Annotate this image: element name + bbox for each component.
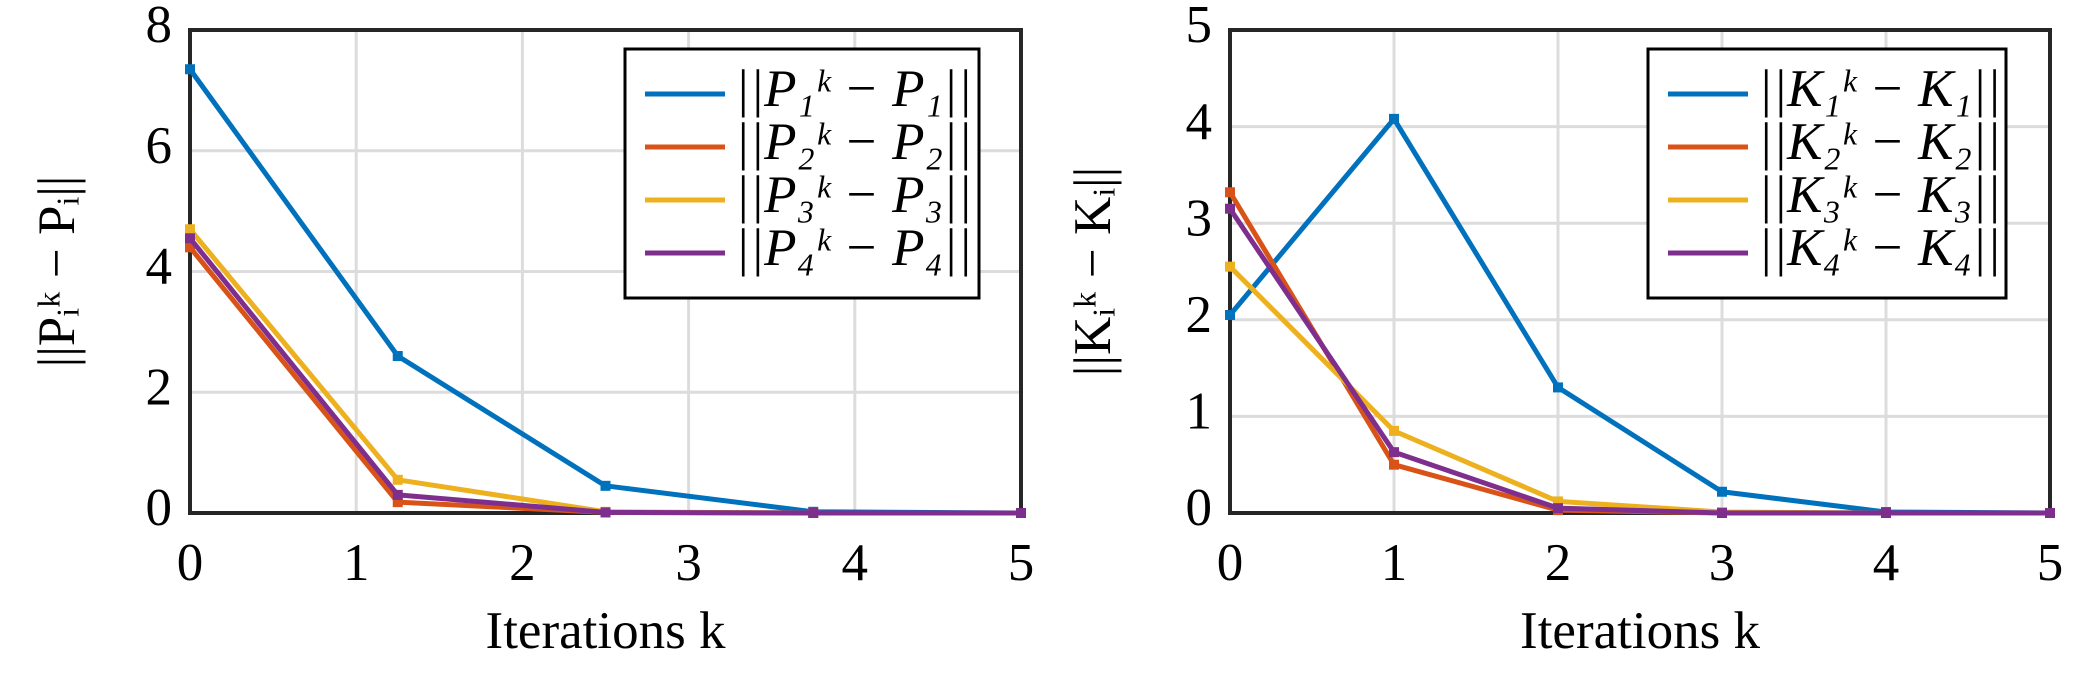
legend-label: ||K₂ᵏ − K₂|| [1758, 113, 2001, 171]
legend-label: ||P₄ᵏ − P₄|| [735, 219, 972, 277]
y-tick-label: 4 [1186, 93, 1213, 151]
marker [185, 233, 195, 244]
marker [1553, 503, 1563, 514]
marker [392, 474, 403, 485]
marker [1225, 187, 1235, 198]
legend-label: ||K₃ᵏ − K₃|| [1758, 166, 2001, 224]
marker [1389, 459, 1399, 470]
legend-label: ||K₄ᵏ − K₄|| [1758, 219, 2001, 277]
legend-label: ||K₁ᵏ − K₁|| [1758, 60, 2001, 118]
x-axis-label: Iterations k [486, 602, 726, 660]
y-tick-label: 2 [146, 358, 173, 416]
marker [1717, 486, 1727, 497]
marker [1881, 508, 1891, 518]
y-tick-label: 1 [1186, 383, 1213, 441]
marker [392, 489, 403, 500]
x-tick-label: 5 [2037, 534, 2064, 592]
y-tick-label: 0 [146, 479, 173, 537]
marker [808, 508, 819, 518]
legend-box [623, 47, 981, 300]
x-tick-label: 3 [675, 534, 702, 592]
marker [1225, 261, 1235, 272]
x-tick-label: 0 [1217, 534, 1244, 592]
x-tick-label: 4 [1873, 534, 1900, 592]
y-axis-label: ||Kᵢᵏ − Kᵢ|| [1064, 167, 1122, 376]
plot: 0 1 2 3 4 5 0 2 4 6 8 Iterations k ||Pᵢᵏ − Pᵢ|| ||P₁ᵏ… [28, 0, 1034, 660]
marker [392, 351, 403, 362]
series-line [1227, 207, 2050, 516]
y-tick-label: 8 [146, 0, 173, 54]
y-tick-label: 5 [1186, 0, 1213, 54]
marker [1389, 425, 1399, 436]
legend-label: ||P₁ᵏ − P₁|| [735, 60, 972, 118]
plot: 0 1 2 3 4 5 0 1 2 3 4 5 Iterations k ||Kᵢᵏ − Kᵢ|| ||K₁… [1064, 0, 2063, 660]
y-tick-label: 2 [1186, 286, 1213, 344]
y-tick-label: 3 [1186, 189, 1213, 247]
y-tick-label: 4 [146, 238, 173, 296]
marker [185, 64, 195, 75]
x-tick-label: 0 [177, 534, 204, 592]
legend-label: ||P₃ᵏ − P₃|| [735, 166, 972, 224]
marker [185, 242, 195, 253]
marker [1225, 309, 1235, 320]
y-tick-label: 0 [1186, 479, 1213, 537]
x-tick-label: 2 [1545, 534, 1572, 592]
x-axis-label: Iterations k [1520, 602, 1760, 660]
marker [600, 480, 611, 491]
marker [392, 497, 403, 508]
x-tick-label: 2 [509, 534, 536, 592]
marker [1717, 508, 1727, 518]
y-tick-label: 6 [146, 117, 173, 175]
marker [1553, 382, 1563, 393]
marker [1389, 447, 1399, 458]
x-tick-label: 4 [842, 534, 869, 592]
x-tick-label: 1 [1381, 534, 1408, 592]
x-tick-label: 3 [1709, 534, 1736, 592]
legend-box [1646, 47, 2008, 300]
marker [2045, 508, 2055, 518]
marker [1553, 496, 1563, 507]
marker [600, 507, 611, 518]
x-tick-label: 5 [1008, 534, 1035, 592]
legend-label: ||P₂ᵏ − P₂|| [735, 113, 972, 171]
x-tick-label: 1 [343, 534, 370, 592]
marker [1016, 508, 1026, 518]
y-axis-label: ||Pᵢᵏ − Pᵢ|| [28, 176, 86, 368]
marker [185, 224, 195, 235]
marker [1389, 113, 1399, 124]
marker [1225, 203, 1235, 214]
